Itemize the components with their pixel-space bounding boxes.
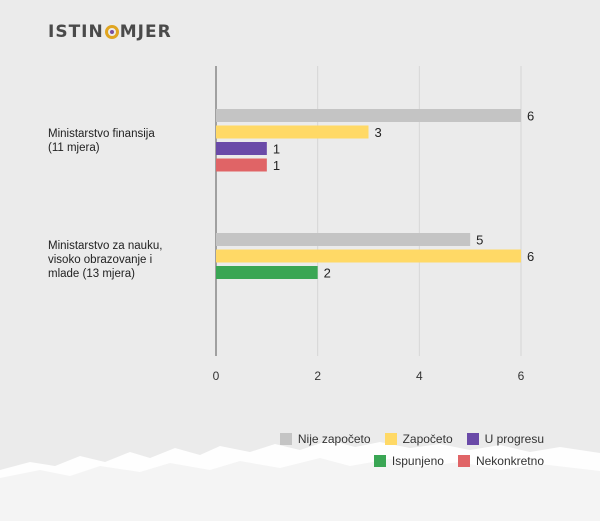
- category-label-0: Ministarstvo finansija (11 mjera): [48, 127, 213, 155]
- torn-edge-shadow: [0, 458, 600, 521]
- x-ticks: 0 2 4 6: [213, 369, 525, 383]
- legend-swatch: [466, 433, 479, 445]
- brand-right: MJER: [119, 22, 172, 42]
- legend-label: Nekonkretno: [475, 454, 544, 468]
- bar-1-3: [216, 266, 318, 279]
- legend-item-2: U progresu: [466, 432, 544, 446]
- category-label-line: visoko obrazovanje i: [48, 254, 153, 266]
- legend-label: Ispunjeno: [391, 454, 444, 468]
- bar-0-0: [216, 109, 521, 122]
- legend-label: Započeto: [402, 432, 453, 446]
- category-label-line: Ministarstvo za nauku,: [48, 240, 163, 252]
- bar-value-label-1-3: 2: [324, 266, 331, 281]
- brand-logo: ISTIN MJER: [48, 22, 172, 42]
- bar-value-label-0-4: 1: [273, 158, 280, 173]
- legend-item-3: Ispunjeno: [373, 454, 444, 468]
- x-tick-label-4: 4: [416, 369, 423, 383]
- legend-swatch: [279, 433, 292, 445]
- category-label-line: mlade (13 mjera): [48, 268, 135, 280]
- legend-swatch: [384, 433, 397, 445]
- bar-value-label-1-1: 6: [527, 249, 534, 264]
- bar-0-4: [216, 158, 267, 172]
- bar-0-1: [216, 125, 369, 139]
- bar-0-2: [216, 142, 267, 155]
- legend-label: U progresu: [484, 432, 544, 446]
- bars: 6 3 11 5 6 2: [216, 109, 534, 281]
- legend-row-2: Ispunjeno Nekonkretno: [373, 454, 544, 468]
- legend-item-0: Nije započeto: [279, 432, 371, 446]
- bar-1-0: [216, 233, 471, 246]
- bar-value-label-0-0: 6: [527, 109, 534, 124]
- category-label-line: Ministarstvo finansija: [48, 128, 155, 140]
- legend-item-1: Započeto: [384, 432, 453, 446]
- legend-swatch: [373, 455, 386, 467]
- logo-ring-icon: [104, 25, 119, 39]
- bar-1-1: [216, 249, 521, 263]
- x-tick-label-0: 0: [213, 369, 220, 383]
- legend-row-1: Nije započeto Započeto U progresu: [279, 432, 544, 446]
- x-tick-label-6: 6: [518, 369, 525, 383]
- category-label-line: (11 mjera): [48, 142, 100, 154]
- brand-left: ISTIN: [48, 22, 104, 42]
- bar-value-label-0-2: 1: [273, 142, 280, 157]
- legend-swatch: [457, 455, 470, 467]
- bar-value-label-1-0: 5: [476, 233, 483, 248]
- bar-value-label-0-1: 3: [375, 125, 382, 140]
- category-label-1: Ministarstvo za nauku, visoko obrazovanje…: [48, 239, 213, 281]
- legend-item-4: Nekonkretno: [457, 454, 544, 468]
- legend-label: Nije započeto: [297, 432, 371, 446]
- x-tick-label-2: 2: [314, 369, 321, 383]
